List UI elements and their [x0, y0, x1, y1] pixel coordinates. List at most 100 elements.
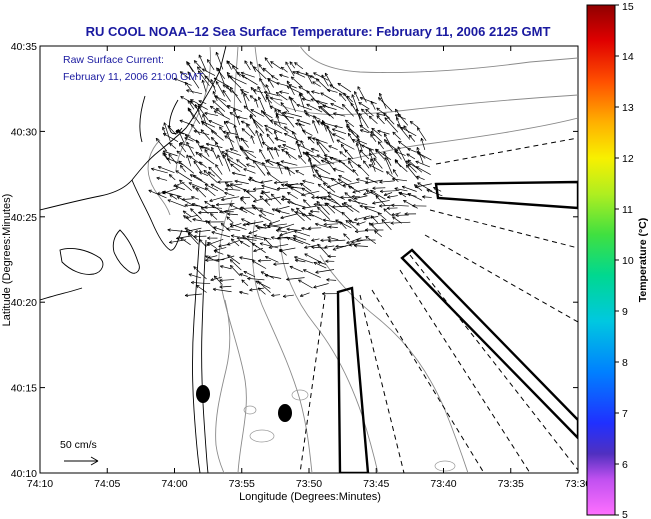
current-vector: [230, 163, 241, 172]
current-vector: [377, 212, 387, 221]
x-tick-label: 73:35: [498, 478, 524, 490]
current-vector: [259, 78, 266, 88]
current-vector: [332, 243, 352, 251]
current-vector: [305, 72, 313, 85]
current-vector: [415, 166, 431, 176]
current-vector: [243, 270, 256, 278]
current-vector: [178, 160, 195, 174]
current-vector: [199, 153, 215, 165]
current-vector: [277, 145, 288, 150]
current-vector: [332, 167, 345, 173]
current-vector: [407, 148, 417, 153]
current-vector: [330, 177, 346, 188]
current-vector: [383, 192, 393, 197]
current-vector: [226, 216, 234, 224]
current-vector: [280, 213, 298, 220]
current-vector: [222, 89, 231, 102]
current-vector: [175, 170, 193, 182]
current-vector: [229, 264, 241, 276]
current-vector: [240, 195, 251, 200]
current-vector: [422, 195, 432, 199]
current-vector: [327, 236, 339, 241]
current-vector: [210, 79, 217, 92]
current-vector: [302, 179, 315, 184]
current-vector: [253, 66, 267, 80]
current-vector: [169, 194, 178, 200]
current-vector: [273, 180, 288, 185]
current-vector: [278, 236, 295, 240]
colorbar-tick-label: 9: [622, 306, 628, 318]
current-vector: [313, 72, 329, 81]
current-vector: [368, 148, 377, 158]
current-vector: [241, 74, 258, 86]
current-vector: [290, 208, 305, 222]
current-vector: [332, 133, 345, 140]
current-vector: [252, 160, 266, 176]
current-vector: [286, 277, 305, 281]
current-vector: [316, 120, 335, 127]
surface-current-vectors: [148, 51, 443, 298]
x-tick-label: 73:30: [565, 478, 591, 490]
current-vector: [365, 190, 378, 197]
current-vector: [283, 126, 297, 135]
current-vector: [240, 71, 255, 78]
current-vector: [264, 57, 273, 69]
current-vector: [287, 191, 299, 200]
current-vector: [311, 238, 320, 242]
current-vector: [233, 108, 241, 126]
current-vector: [169, 239, 186, 244]
y-tick-label: 40:20: [11, 297, 37, 309]
current-vector: [356, 221, 366, 226]
current-vector: [261, 184, 279, 191]
current-vector: [327, 254, 336, 259]
current-vector: [383, 112, 395, 125]
current-vector: [263, 91, 281, 97]
current-vector: [304, 244, 320, 249]
current-vector: [392, 216, 402, 224]
current-vector: [276, 81, 288, 87]
current-vector: [279, 90, 289, 94]
current-vector: [296, 70, 315, 78]
current-vector: [222, 154, 231, 172]
current-vector: [357, 164, 370, 177]
current-vector: [246, 235, 264, 240]
current-vector: [148, 189, 167, 199]
current-vector: [343, 202, 360, 213]
colorbar-tick-label: 12: [622, 153, 634, 165]
current-vector: [288, 96, 296, 113]
current-vector: [330, 102, 344, 110]
current-vector: [398, 140, 408, 149]
current-vector: [293, 237, 311, 246]
current-vector: [251, 242, 266, 253]
current-vector: [260, 271, 275, 279]
current-vector: [253, 234, 272, 240]
current-vector: [295, 170, 305, 176]
current-vector: [368, 115, 378, 125]
current-vector: [215, 141, 225, 159]
current-vector: [324, 245, 335, 249]
current-vector: [326, 278, 337, 282]
current-vector: [257, 287, 266, 295]
current-vector: [193, 60, 202, 69]
current-vector: [313, 261, 327, 269]
scale-arrow: [64, 456, 99, 466]
current-vector: [251, 204, 267, 217]
current-vector: [226, 158, 243, 169]
x-tick-label: 73:50: [296, 478, 322, 490]
current-vector: [207, 241, 217, 249]
current-vector: [191, 202, 206, 209]
current-vector: [370, 134, 377, 143]
current-vector: [227, 212, 238, 216]
current-vector: [286, 86, 303, 95]
scale-label: 50 cm/s: [60, 439, 97, 451]
current-vector: [361, 108, 369, 116]
current-vector: [244, 93, 250, 102]
current-vector: [217, 67, 225, 85]
current-vector: [169, 142, 177, 149]
current-vector: [183, 215, 192, 223]
current-vector: [320, 238, 331, 242]
current-vector: [186, 154, 192, 167]
current-vector: [275, 229, 288, 233]
current-vector: [257, 226, 270, 230]
radar-beam-lines: [299, 137, 578, 473]
